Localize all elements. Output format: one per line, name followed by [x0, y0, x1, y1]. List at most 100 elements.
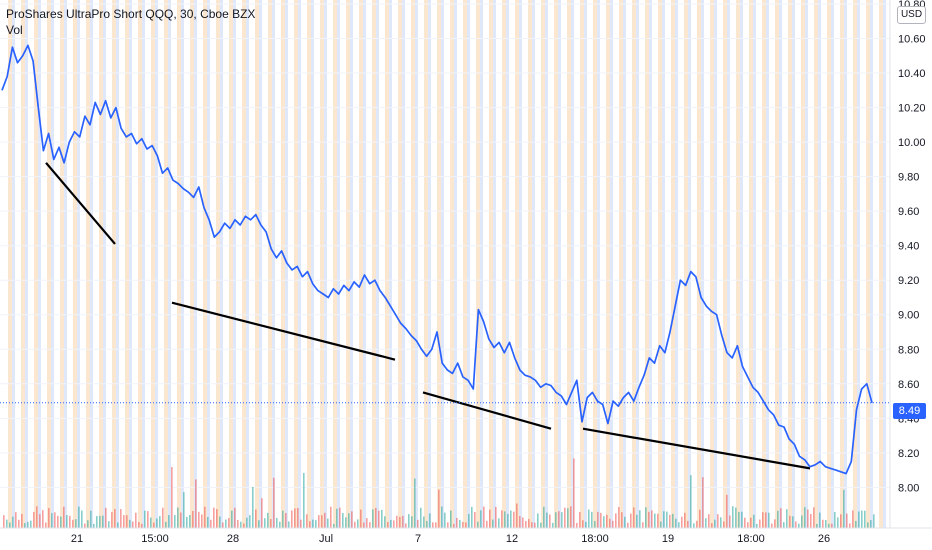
trendline[interactable] — [171, 301, 396, 361]
volume-bar — [810, 513, 812, 528]
volume-bar — [201, 514, 203, 528]
volume-bar — [150, 517, 152, 528]
session-band-pre — [190, 0, 194, 528]
volume-bar — [189, 514, 191, 528]
volume-bar — [234, 507, 236, 528]
x-tick-label: 15:00 — [141, 533, 169, 545]
volume-bar — [252, 487, 254, 528]
volume-bar — [525, 521, 527, 528]
volume-bar — [285, 513, 287, 528]
volume-bar — [438, 489, 440, 528]
volume-bar — [759, 519, 761, 528]
session-band-pre — [879, 0, 883, 528]
volume-label: Vol — [6, 23, 23, 37]
session-band-pre — [684, 0, 688, 528]
trendline[interactable] — [582, 427, 811, 470]
session-band-pre — [710, 0, 714, 528]
volume-bar — [393, 520, 395, 528]
volume-bar — [93, 523, 95, 528]
volume-bar — [618, 506, 620, 528]
session-band-post — [415, 0, 418, 528]
session-band-pre — [736, 0, 740, 528]
volume-bar — [426, 520, 428, 528]
session-band-post — [337, 0, 340, 528]
currency-button[interactable]: USD — [897, 6, 926, 24]
session-band-pre — [320, 0, 324, 528]
volume-bar — [681, 516, 683, 528]
session-band-pre — [203, 0, 207, 528]
volume-bar — [294, 508, 296, 528]
session-band-post — [441, 0, 444, 528]
volume-bar — [315, 520, 317, 528]
volume-bar — [300, 519, 302, 528]
volume-bar — [789, 515, 791, 528]
session-band-pre — [749, 0, 753, 528]
trendline[interactable] — [422, 391, 552, 430]
volume-bar — [744, 517, 746, 528]
volume-bar — [339, 507, 341, 528]
volume-bar — [798, 523, 800, 528]
session-band-pre — [385, 0, 389, 528]
volume-bar — [237, 519, 239, 528]
volume-bar — [615, 513, 617, 528]
session-band-pre — [112, 0, 116, 528]
volume-bar — [27, 521, 29, 528]
y-tick-label: 10.00 — [898, 137, 926, 149]
session-band-post — [740, 0, 743, 528]
volume-bar — [801, 515, 803, 528]
session-band-pre — [593, 0, 597, 528]
volume-bar — [573, 458, 575, 528]
volume-bar — [207, 516, 209, 528]
volume-bar — [12, 516, 14, 528]
volume-bar — [825, 520, 827, 528]
volume-bar — [117, 522, 119, 528]
volume-bar — [402, 515, 404, 528]
time-axis[interactable]: 21 15:00 28 Jul 7 12 18:00 19 18:00 26 — [71, 533, 830, 545]
volume-bar — [585, 521, 587, 528]
session-band-post — [571, 0, 574, 528]
volume-bar — [816, 523, 818, 528]
session-band-post — [142, 0, 145, 528]
session-band-post — [376, 0, 379, 528]
volume-bar — [861, 510, 863, 528]
trendline[interactable] — [45, 162, 116, 245]
volume-bar — [621, 512, 623, 528]
volume-bar — [867, 522, 869, 528]
volume-bar — [147, 511, 149, 528]
y-tick-label: 10.80 — [898, 0, 926, 11]
volume-bar — [387, 522, 389, 528]
session-band-post — [324, 0, 327, 528]
volume-bar — [198, 511, 200, 528]
volume-bar — [333, 523, 335, 528]
session-band-pre — [359, 0, 363, 528]
volume-bar — [627, 522, 629, 528]
volume-bar — [735, 507, 737, 528]
volume-bar — [195, 479, 197, 528]
price-axis[interactable]: 10.80 10.60 10.40 10.20 10.00 9.80 9.60 9.40 9.2… — [898, 0, 926, 494]
volume-bar — [522, 517, 524, 528]
volume-bar — [582, 520, 584, 528]
volume-bar — [831, 523, 833, 528]
session-band-post — [77, 0, 80, 528]
volume-bar — [318, 515, 320, 528]
volume-bar — [483, 506, 485, 528]
volume-bar — [24, 523, 26, 528]
volume-bar — [465, 522, 467, 528]
volume-bar — [462, 521, 464, 528]
volume-bar — [66, 515, 68, 528]
volume-bar — [153, 522, 155, 528]
volume-bar — [639, 510, 641, 528]
volume-bar — [870, 520, 872, 528]
volume-bar — [552, 522, 554, 528]
volume-bar — [513, 511, 515, 528]
volume-bar — [366, 518, 368, 528]
session-band-pre — [528, 0, 532, 528]
volume-bar — [597, 511, 599, 528]
volume-bar — [570, 506, 572, 528]
volume-bar — [9, 522, 11, 528]
session-band-pre — [606, 0, 610, 528]
volume-bar — [540, 522, 542, 528]
volume-bar — [108, 521, 110, 528]
session-band-pre — [697, 0, 701, 528]
